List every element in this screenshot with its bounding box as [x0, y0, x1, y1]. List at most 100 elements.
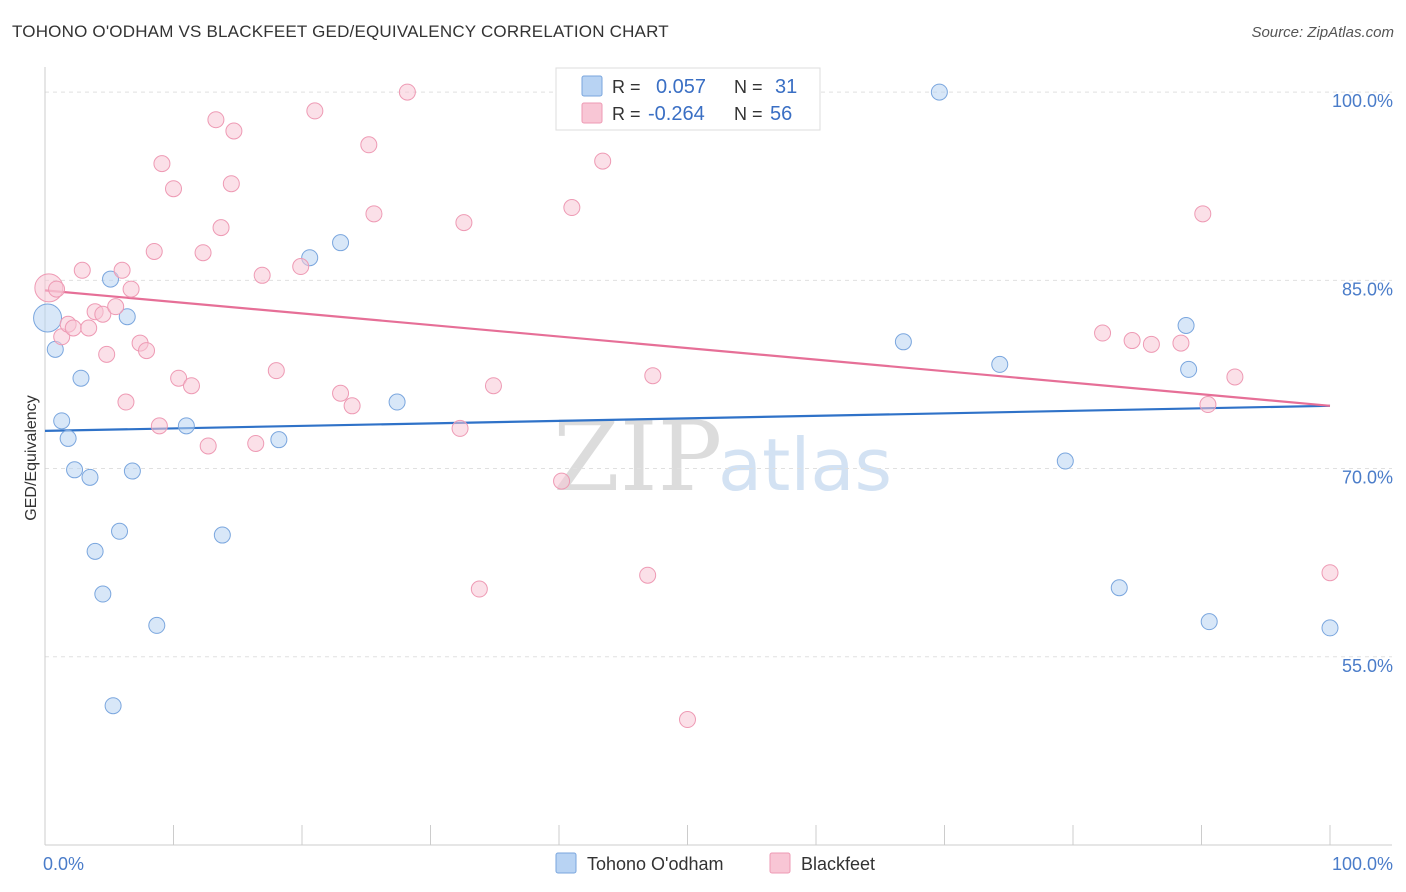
blackfeet-point-33	[332, 384, 350, 402]
tohono-point-15	[213, 526, 231, 544]
tohono-point-8	[94, 585, 112, 603]
blackfeet-point-28	[247, 434, 265, 452]
tohono-point-22	[894, 333, 912, 351]
blackfeet-point-45	[639, 566, 657, 584]
blackfeet-point-53	[1199, 396, 1217, 414]
series-legend-swatch-blackfeet	[769, 852, 791, 874]
stats-legend: R = 0.057 N = 31 R = -0.264 N = 56	[555, 67, 821, 131]
blackfeet-point-6	[80, 319, 98, 337]
tohono-point-23	[930, 83, 948, 101]
blackfeet-point-25	[212, 219, 230, 237]
blackfeet-point-15	[138, 342, 156, 360]
blackfeet-point-9	[98, 345, 116, 363]
blackfeet-point-18	[153, 155, 171, 173]
tohono-point-0	[33, 303, 63, 333]
source-credit: Source: ZipAtlas.com	[1251, 24, 1394, 41]
tohono-point-6	[81, 468, 99, 486]
blackfeet-point-12	[117, 393, 135, 411]
tohono-point-14	[177, 417, 195, 435]
tohono-point-4	[66, 461, 84, 479]
blackfeet-point-10	[107, 298, 125, 316]
watermark-atlas: atlas	[718, 423, 892, 507]
tohono-point-12	[123, 462, 141, 480]
blackfeet-point-29	[253, 266, 271, 284]
legend-r-label-1: R =	[612, 77, 641, 97]
blackfeet-point-4	[64, 319, 82, 337]
series-legend-swatch-tohono	[555, 852, 577, 874]
blackfeet-point-17	[150, 417, 168, 435]
blackfeet-point-16	[145, 242, 163, 260]
y-tick-label-3: 100.0%	[1332, 91, 1393, 111]
axes	[44, 67, 1392, 846]
y-tick-labels: 55.0% 70.0% 85.0% 100.0%	[1332, 91, 1393, 676]
legend-r-value-1: 0.057	[656, 76, 706, 98]
blackfeet-point-44	[594, 152, 612, 170]
blackfeet-point-8	[94, 305, 112, 323]
tohono-point-20	[388, 393, 406, 411]
tohono-point-7	[86, 542, 104, 560]
tohono-point-27	[1177, 316, 1195, 334]
tohono-point-2	[53, 412, 71, 430]
series-legend-label-blackfeet: Blackfeet	[801, 854, 875, 874]
tohono-point-3	[59, 429, 77, 447]
blackfeet-point-51	[1172, 334, 1190, 352]
legend-n-value-2: 56	[770, 103, 792, 125]
tohono-point-5	[72, 369, 90, 387]
blackfeet-point-43	[563, 199, 581, 217]
blackfeet-point-13	[122, 280, 140, 298]
blackfeet-point-22	[194, 244, 212, 262]
x-tick-labels: 0.0% 100.0%	[43, 854, 1393, 874]
legend-swatch-tohono	[581, 75, 603, 97]
tohono-point-11	[118, 308, 136, 326]
y-tick-label-0: 55.0%	[1342, 656, 1393, 676]
series-legend-label-tohono: Tohono O'odham	[587, 854, 724, 874]
data-points	[33, 83, 1339, 729]
tohono-point-13	[148, 616, 166, 634]
blackfeet-point-20	[170, 369, 188, 387]
blackfeet-point-36	[365, 205, 383, 223]
blackfeet-point-35	[360, 136, 378, 154]
tohono-point-9	[102, 270, 120, 288]
blackfeet-point-19	[165, 180, 182, 198]
tohono-point-19	[332, 234, 350, 252]
chart-title: TOHONO O'ODHAM VS BLACKFEET GED/EQUIVALE…	[12, 22, 669, 41]
blackfeet-trend-line	[44, 289, 1331, 407]
tohono-point-10	[111, 522, 129, 540]
blackfeet-point-32	[306, 102, 324, 120]
x-tick-label-0: 0.0%	[43, 854, 84, 874]
blackfeet-point-52	[1194, 205, 1212, 223]
tohono-trend-line	[44, 404, 1331, 433]
blackfeet-point-1	[48, 280, 66, 298]
blackfeet-point-49	[1123, 332, 1141, 350]
y-tick-label-1: 70.0%	[1342, 468, 1393, 488]
legend-r-value-2: -0.264	[648, 103, 705, 125]
blackfeet-point-23	[199, 437, 217, 455]
blackfeet-point-26	[222, 175, 240, 193]
tohono-point-26	[1110, 579, 1128, 597]
blackfeet-point-42	[553, 472, 571, 490]
blackfeet-point-24	[207, 111, 225, 129]
tohono-point-16	[104, 697, 122, 715]
legend-r-label-2: R =	[612, 104, 641, 124]
blackfeet-point-38	[451, 419, 469, 437]
blackfeet-point-30	[267, 362, 285, 380]
tohono-point-29	[1200, 613, 1218, 631]
tohono-point-30	[1321, 619, 1339, 637]
legend-n-label-2: N =	[734, 104, 763, 124]
series-legend: Tohono O'odham Blackfeet	[555, 852, 875, 874]
tohono-point-28	[1180, 360, 1198, 378]
blackfeet-point-48	[1094, 324, 1112, 342]
blackfeet-point-34	[343, 397, 361, 415]
blackfeet-point-37	[398, 83, 416, 101]
y-tick-label-2: 85.0%	[1342, 279, 1393, 299]
blackfeet-point-50	[1142, 335, 1160, 353]
blackfeet-point-27	[225, 122, 243, 140]
blackfeet-point-40	[470, 580, 488, 598]
tohono-point-17	[270, 431, 288, 449]
blackfeet-point-54	[1226, 368, 1244, 386]
tohono-point-25	[1056, 452, 1074, 470]
blackfeet-point-21	[182, 377, 200, 395]
trend-lines	[44, 289, 1331, 433]
blackfeet-point-5	[73, 261, 91, 279]
